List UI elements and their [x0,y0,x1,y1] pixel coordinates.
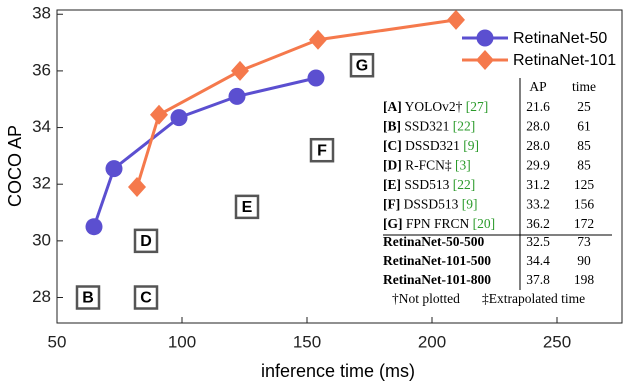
table-ap: 32.5 [526,234,550,249]
method-key: [A] [383,99,402,114]
table-time: 73 [577,234,591,249]
x-tick-label: 250 [543,332,571,351]
y-tick-label: 28 [32,287,51,306]
annotation-label: D [140,233,152,250]
annotation-box [349,52,375,78]
annotation-box [234,194,260,220]
method-ref: [9] [463,138,479,153]
method-ref: [9] [462,197,478,212]
data-point [447,9,465,30]
method-name: YOLOv2† [405,99,463,114]
table-method: [E] SSD513 [22] [383,177,475,192]
table-method: [G] FPN FRCN [20] [383,216,495,231]
annotation-label: C [140,290,152,307]
y-tick-label: 32 [32,174,51,193]
method-key: [C] [383,138,402,153]
table-footnote: ‡Extrapolated time [482,291,585,306]
series-line [92,76,317,228]
method-name: R-FCN‡ [405,158,452,173]
annotation-box [309,137,335,163]
table-time: 85 [577,158,591,173]
table-method: [B] SSD321 [22] [383,119,475,134]
legend-label: RetinaNet-50 [513,30,607,47]
table-time: 61 [577,119,591,134]
data-point [309,29,327,50]
method-key: [B] [383,119,401,134]
legend-marker [476,50,494,70]
table-time: 156 [574,197,595,212]
table-time: 172 [574,216,594,231]
x-tick-label: 150 [293,332,321,351]
x-tick-label: 200 [418,332,446,351]
table-method: [A] YOLOv2† [27] [383,99,488,114]
data-point [150,104,168,125]
method-key: [E] [383,177,401,192]
y-tick-label: 36 [32,60,51,79]
table-ap: 28.0 [526,138,550,153]
method-name: FPN FRCN [406,216,470,231]
table-header: AP [529,79,546,94]
x-axis-label: inference time (ms) [261,361,415,381]
table-header: time [572,79,596,94]
table-time: 125 [574,177,595,192]
x-tick-label: 100 [168,332,196,351]
table-ap: 28.0 [526,119,550,134]
y-tick-label: 30 [32,230,51,249]
annotation-box [133,285,159,310]
data-point [231,60,249,81]
annotation-label: B [82,290,94,307]
data-point [170,109,188,127]
table-ap: 31.2 [526,177,550,192]
legend-marker [476,29,494,47]
method-key: [D] [383,158,402,173]
table-ap: 29.9 [526,158,550,173]
data-point [105,160,123,178]
method-ref: [27] [466,99,489,114]
table-method: [C] DSSD321 [9] [383,138,479,153]
y-tick-label: 34 [32,117,51,136]
annotation-label: G [356,57,368,74]
x-tick-label: 50 [48,332,67,351]
data-point [85,218,103,236]
data-point [128,177,146,198]
table-footnote: †Not plotted [392,291,460,306]
table-ap: 37.8 [526,272,550,287]
table-method: RetinaNet-101-800 [383,272,491,287]
data-point [307,69,325,87]
data-point [228,87,246,105]
method-name: DSSD321 [405,138,460,153]
y-tick-label: 38 [32,4,51,23]
table-time: 25 [577,99,591,114]
table-ap: 21.6 [526,99,550,114]
y-axis-label: COCO AP [5,125,25,207]
table-time: 85 [577,138,591,153]
legend-label: RetinaNet-101 [513,52,616,69]
table-ap: 33.2 [526,197,550,212]
method-name: SSD513 [404,177,449,192]
table-ap: 36.2 [526,216,550,231]
annotation-label: E [242,199,253,216]
method-ref: [3] [455,158,471,173]
table-method: [D] R-FCN‡ [3] [383,158,471,173]
table-ap: 34.4 [526,253,550,268]
table-method: RetinaNet-50-500 [383,234,484,249]
table-time: 90 [577,253,591,268]
method-name: DSSD513 [404,197,459,212]
method-key: [F] [383,197,400,212]
plot-frame [56,9,623,324]
table-method: [F] DSSD513 [9] [383,197,478,212]
method-ref: [20] [473,216,496,231]
table-time: 198 [574,272,595,287]
table-method: RetinaNet-101-500 [383,253,491,268]
method-ref: [22] [453,177,476,192]
annotation-box [133,228,159,254]
method-key: [G] [383,216,403,231]
method-name: SSD321 [404,119,449,134]
method-ref: [22] [453,119,476,134]
annotation-label: F [317,142,327,159]
annotation-box [75,285,101,310]
